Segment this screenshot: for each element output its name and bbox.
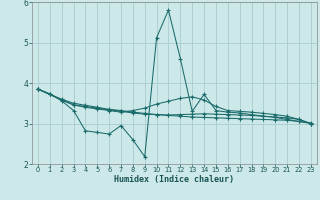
X-axis label: Humidex (Indice chaleur): Humidex (Indice chaleur) — [115, 175, 234, 184]
